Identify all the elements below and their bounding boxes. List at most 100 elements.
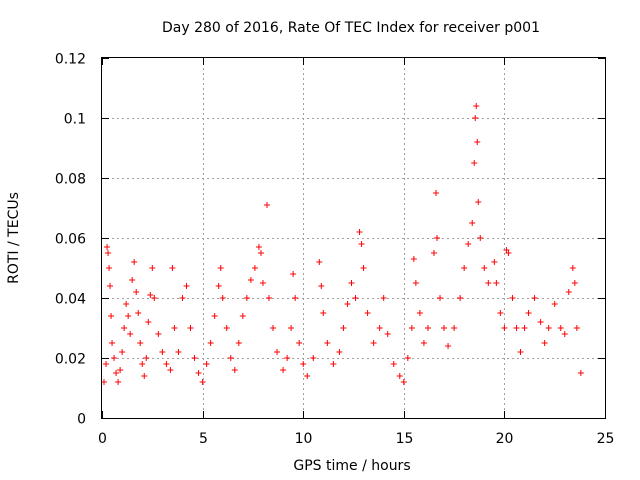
data-point	[304, 373, 311, 379]
data-point	[219, 295, 226, 301]
data-point	[107, 283, 114, 289]
data-point	[227, 355, 234, 361]
axis-ticks: 0 0.02 0.04 0.06 0.08 0.1 0.12 0 5 10 15 20 25	[55, 52, 615, 448]
data-point	[247, 277, 254, 283]
data-point	[151, 295, 158, 301]
data-point	[384, 331, 391, 337]
data-point	[472, 115, 479, 121]
data-point	[320, 310, 327, 316]
data-point	[163, 361, 170, 367]
data-point	[474, 139, 481, 145]
chart-title: Day 280 of 2016, Rate Of TEC Index for r…	[162, 20, 540, 36]
data-point	[195, 370, 202, 376]
x-tick-label: 10	[295, 431, 313, 447]
data-point	[330, 361, 337, 367]
y-tick-label: 0.06	[55, 232, 86, 248]
data-point	[300, 361, 307, 367]
data-point	[239, 313, 246, 319]
data-point	[318, 283, 325, 289]
data-point	[270, 325, 277, 331]
data-point	[103, 361, 110, 367]
data-point	[348, 280, 355, 286]
data-point	[551, 301, 558, 307]
data-point	[561, 331, 568, 337]
y-tick-label: 0.12	[55, 52, 86, 68]
data-point	[187, 325, 194, 331]
data-point	[324, 340, 331, 346]
data-point	[356, 229, 363, 235]
data-point	[135, 310, 142, 316]
data-point	[113, 370, 120, 376]
data-point	[284, 355, 291, 361]
data-point	[127, 331, 134, 337]
data-point	[475, 199, 482, 205]
y-tick-label: 0.08	[55, 172, 86, 188]
y-tick-label: 0.02	[55, 352, 86, 368]
data-point	[191, 355, 198, 361]
data-point	[211, 313, 218, 319]
data-point	[477, 235, 484, 241]
data-point	[121, 325, 128, 331]
data-point	[133, 289, 140, 295]
data-point	[352, 295, 359, 301]
data-point	[370, 340, 377, 346]
data-point	[137, 340, 144, 346]
data-point	[390, 361, 397, 367]
data-point	[310, 355, 317, 361]
data-point	[445, 343, 452, 349]
data-point	[471, 160, 478, 166]
data-point	[513, 325, 520, 331]
data-point	[493, 280, 500, 286]
data-point	[437, 295, 444, 301]
data-point	[117, 367, 124, 373]
data-point	[461, 265, 468, 271]
data-point	[101, 379, 108, 385]
data-point	[104, 244, 111, 250]
x-tick-label: 5	[199, 431, 208, 447]
x-axis-title: GPS time / hours	[293, 458, 410, 474]
data-point	[577, 370, 584, 376]
data-point	[296, 340, 303, 346]
data-point	[203, 361, 210, 367]
data-point	[290, 271, 297, 277]
data-point	[430, 250, 437, 256]
y-tick-label: 0.1	[64, 112, 86, 128]
data-point	[217, 265, 224, 271]
grid-lines	[102, 58, 605, 418]
data-point	[175, 349, 182, 355]
data-point	[545, 325, 552, 331]
data-point	[255, 244, 262, 250]
data-point	[235, 340, 242, 346]
data-point	[179, 295, 186, 301]
data-point	[274, 349, 281, 355]
data-point	[571, 280, 578, 286]
data-point	[364, 310, 371, 316]
data-point	[416, 310, 423, 316]
data-point	[125, 313, 132, 319]
x-tick-label: 25	[597, 431, 615, 447]
data-point	[396, 373, 403, 379]
data-point	[432, 190, 439, 196]
y-axis-title: ROTI / TECUs	[6, 192, 22, 284]
x-tick-label: 15	[396, 431, 414, 447]
data-point	[525, 310, 532, 316]
data-point	[408, 325, 415, 331]
data-point	[537, 319, 544, 325]
data-point	[531, 295, 538, 301]
data-point	[485, 280, 492, 286]
data-point	[441, 325, 448, 331]
data-point	[573, 325, 580, 331]
data-point	[141, 373, 148, 379]
data-point	[106, 265, 113, 271]
data-point	[288, 325, 295, 331]
data-point	[167, 367, 174, 373]
x-tick-label: 20	[496, 431, 514, 447]
data-point	[131, 259, 138, 265]
y-tick-label: 0.04	[55, 292, 86, 308]
data-points	[101, 103, 584, 385]
data-point	[119, 349, 126, 355]
data-point	[123, 301, 130, 307]
data-point	[424, 325, 431, 331]
data-point	[263, 202, 270, 208]
data-point	[358, 241, 365, 247]
